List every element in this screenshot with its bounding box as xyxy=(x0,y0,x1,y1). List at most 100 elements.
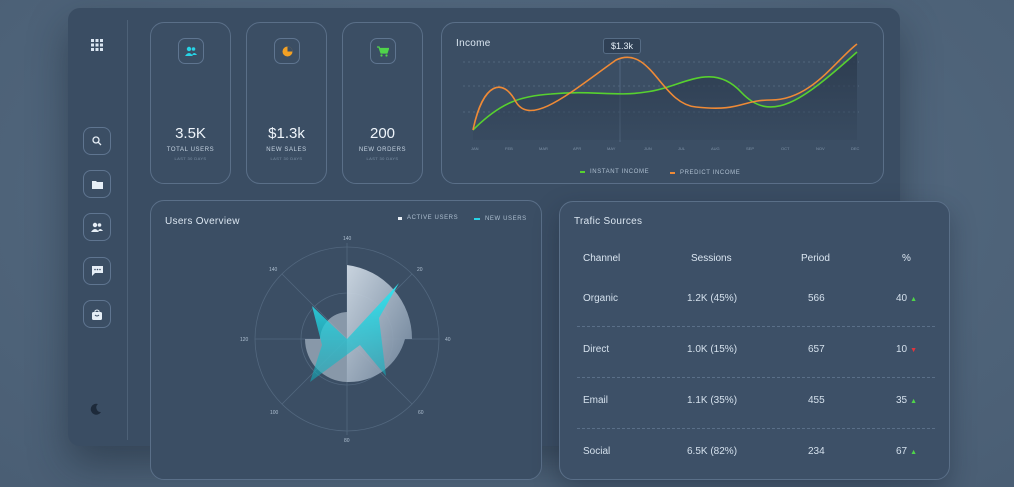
predict-income-line xyxy=(472,43,858,131)
cell-channel: Email xyxy=(583,395,609,406)
percent-value: 10 xyxy=(896,344,908,355)
column-header-channel[interactable]: Channel xyxy=(583,253,621,264)
stat-value: $1.3k xyxy=(268,125,305,142)
search-icon xyxy=(92,136,102,146)
angle-label: 140 xyxy=(269,267,278,273)
cell-channel: Organic xyxy=(583,293,619,304)
sidebar-chat-button[interactable] xyxy=(83,257,111,285)
users-overview-title: Users Overview xyxy=(165,216,240,227)
cell-period: 455 xyxy=(808,395,825,406)
sidebar-folder-button[interactable] xyxy=(83,170,111,198)
income-month-labels: JAN FEB MAR APR MAY JUN JUL AUG SEP OCT NOV DEC xyxy=(471,146,860,151)
svg-text:OCT: OCT xyxy=(781,146,790,151)
percent-value: 35 xyxy=(896,395,908,406)
stat-card-orders: 200 NEW ORDERS LAST 30 DAYS xyxy=(342,22,423,184)
stat-label: NEW SALES xyxy=(266,147,307,153)
svg-text:JUN: JUN xyxy=(644,146,652,151)
row-separator xyxy=(577,377,935,378)
row-separator xyxy=(577,326,935,327)
cell-channel: Direct xyxy=(583,344,610,355)
users-icon xyxy=(91,222,103,232)
sidebar-users-button[interactable] xyxy=(83,213,111,241)
legend-swatch xyxy=(580,171,585,173)
instant-income-line xyxy=(472,51,858,131)
traffic-title: Trafic Sources xyxy=(574,216,643,227)
cell-period: 234 xyxy=(808,446,825,457)
svg-text:DEC: DEC xyxy=(851,146,860,151)
svg-text:APR: APR xyxy=(573,146,581,151)
pie-chart-icon xyxy=(274,38,300,64)
cell-sessions: 1.0K (15%) xyxy=(687,344,738,355)
income-area xyxy=(473,52,857,140)
cart-icon xyxy=(370,38,396,64)
legend-swatch xyxy=(398,216,402,220)
svg-text:NOV: NOV xyxy=(816,146,825,151)
legend-label: PREDICT INCOME xyxy=(680,170,741,176)
legend-predict: PREDICT INCOME xyxy=(670,170,740,176)
traffic-sources-card xyxy=(559,201,950,480)
trend-up-icon: ▲ xyxy=(910,398,918,405)
cell-percent: 35 ▲ xyxy=(896,395,917,406)
folder-icon xyxy=(91,180,103,189)
svg-text:AUG: AUG xyxy=(711,146,720,151)
legend-label: ACTIVE USERS xyxy=(407,215,459,221)
percent-value: 67 xyxy=(896,446,908,457)
cell-sessions: 1.1K (35%) xyxy=(687,395,738,406)
cell-percent: 67 ▲ xyxy=(896,446,917,457)
income-chart: JAN FEB MAR APR MAY JUN JUL AUG SEP OCT NOV DEC xyxy=(463,43,860,151)
column-header-sessions[interactable]: Sessions xyxy=(691,253,732,264)
angle-label: 60 xyxy=(418,410,424,416)
cell-sessions: 6.5K (82%) xyxy=(687,446,738,457)
stat-label: NEW ORDERS xyxy=(358,147,407,153)
angle-label: 80 xyxy=(344,438,350,444)
cell-percent: 10 ▼ xyxy=(896,344,917,355)
column-header-percent[interactable]: % xyxy=(902,253,911,264)
svg-text:MAY: MAY xyxy=(607,146,616,151)
users-icon xyxy=(178,38,204,64)
svg-text:FEB: FEB xyxy=(505,146,513,151)
angle-label: 40 xyxy=(445,337,451,343)
sidebar-search-button[interactable] xyxy=(83,127,111,155)
cell-period: 566 xyxy=(808,293,825,304)
legend-active-users: ACTIVE USERS xyxy=(398,215,458,221)
polar-chart: 140 20 40 60 80 100 120 140 xyxy=(240,236,451,444)
row-separator xyxy=(577,428,935,429)
stat-card-sales: $1.3k NEW SALES LAST 30 DAYS xyxy=(246,22,327,184)
legend-new-users: NEW USERS xyxy=(474,216,527,222)
stat-sub: LAST 30 DAYS xyxy=(366,156,399,161)
new-users-area xyxy=(310,283,399,382)
stat-label: TOTAL USERS xyxy=(166,147,215,153)
stat-value: 3.5K xyxy=(175,125,206,142)
trend-up-icon: ▲ xyxy=(910,296,918,303)
angle-label: 120 xyxy=(240,337,249,343)
stat-card-users: 3.5K TOTAL USERS LAST 30 DAYS xyxy=(150,22,231,184)
cell-period: 657 xyxy=(808,344,825,355)
angle-label: 140 xyxy=(343,236,352,242)
bag-icon xyxy=(92,309,102,320)
legend-swatch xyxy=(670,172,675,174)
legend-label: INSTANT INCOME xyxy=(590,169,650,175)
cell-sessions: 1.2K (45%) xyxy=(687,293,738,304)
sidebar-divider xyxy=(127,20,128,440)
grid-icon[interactable] xyxy=(91,38,103,56)
moon-icon[interactable] xyxy=(90,402,102,420)
legend-instant: INSTANT INCOME xyxy=(580,169,649,175)
income-tooltip: $1.3k xyxy=(603,38,641,54)
polar-angle-labels: 140 20 40 60 80 100 120 140 xyxy=(240,236,451,444)
sidebar-bag-button[interactable] xyxy=(83,300,111,328)
stat-value: 200 xyxy=(369,125,396,142)
stat-sub: LAST 30 DAYS xyxy=(174,156,207,161)
svg-text:JUL: JUL xyxy=(678,146,686,151)
cell-percent: 40 ▲ xyxy=(896,293,917,304)
cell-channel: Social xyxy=(583,446,611,457)
income-title: Income xyxy=(456,38,491,49)
legend-swatch xyxy=(474,218,480,220)
legend-label: NEW USERS xyxy=(485,216,527,222)
trend-up-icon: ▲ xyxy=(910,449,918,456)
svg-text:MAR: MAR xyxy=(539,146,548,151)
trend-down-icon: ▼ xyxy=(910,347,918,354)
svg-text:SEP: SEP xyxy=(746,146,754,151)
angle-label: 20 xyxy=(417,267,423,273)
angle-label: 100 xyxy=(270,410,279,416)
column-header-period[interactable]: Period xyxy=(801,253,830,264)
